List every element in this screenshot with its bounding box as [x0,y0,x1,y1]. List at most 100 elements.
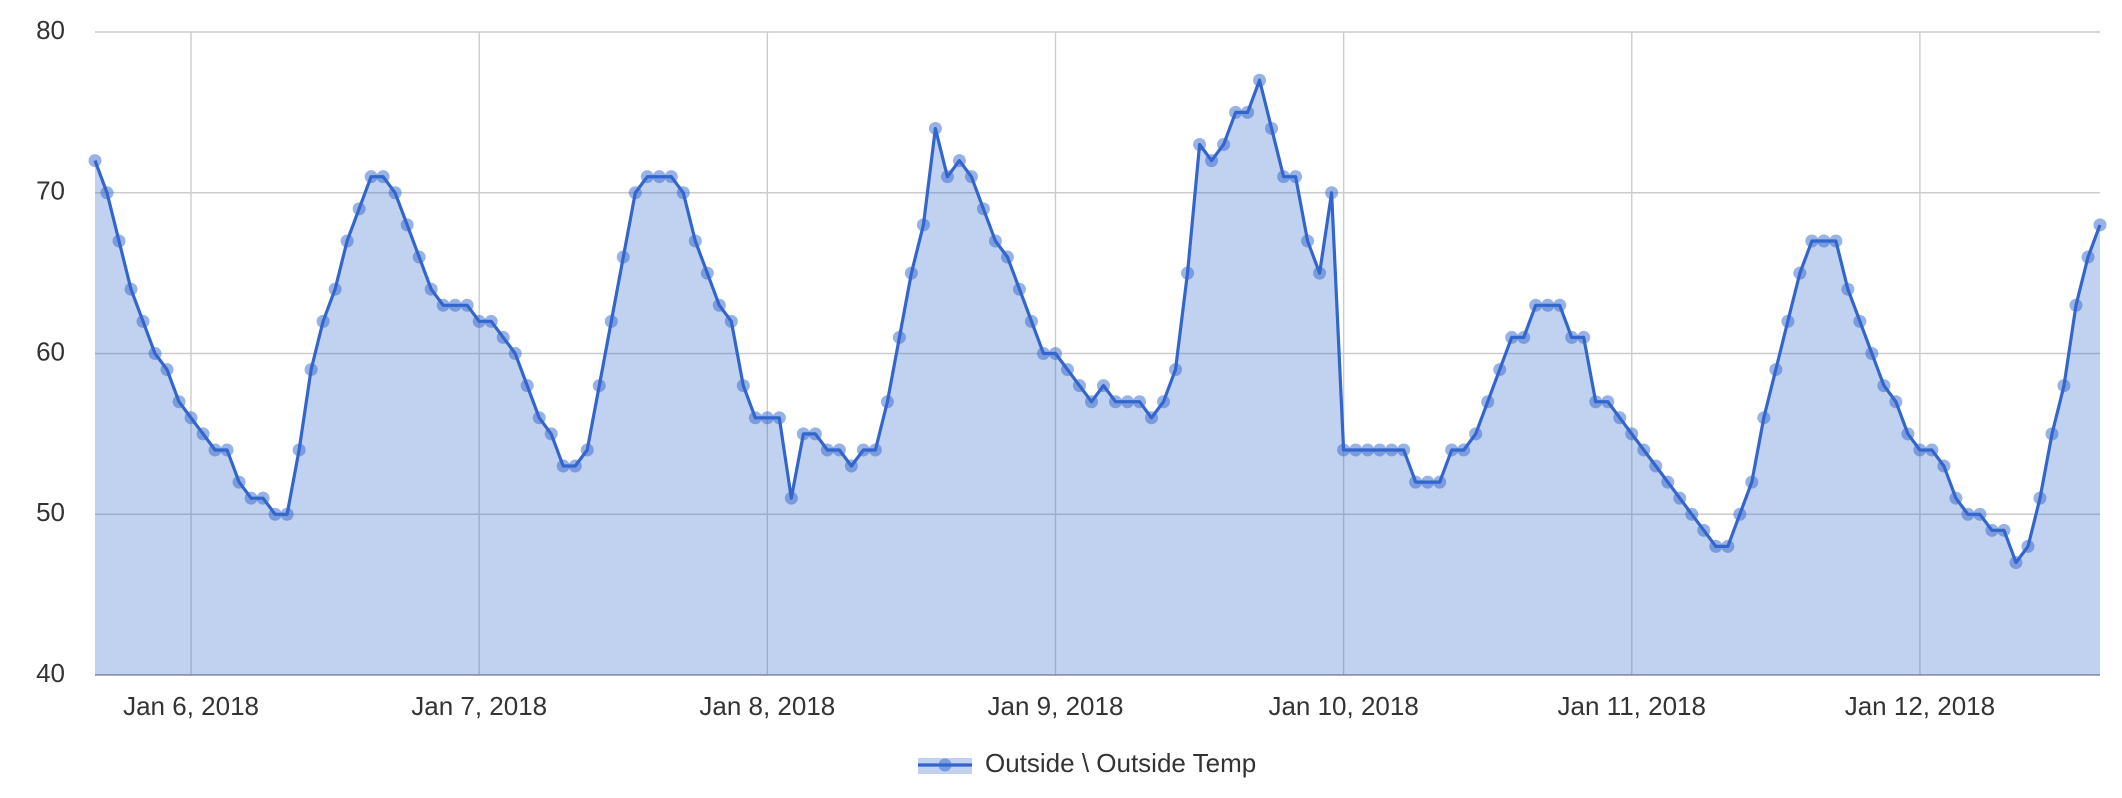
point [568,459,582,473]
point [832,443,846,457]
point [424,282,438,296]
point [292,443,306,457]
point [904,266,918,280]
point [1325,186,1339,200]
point [1060,363,1074,377]
point [1841,282,1855,296]
point [916,218,930,232]
point [1961,507,1975,521]
y-tick-label: 70 [36,176,65,206]
point [688,234,702,248]
point [2057,379,2071,393]
point [1024,314,1038,328]
point [1337,443,1351,457]
point [1805,234,1819,248]
point [676,186,690,200]
point [1097,379,1111,393]
point [520,379,534,393]
point [1469,427,1483,441]
point [1637,443,1651,457]
point [400,218,414,232]
point [1433,475,1447,489]
x-tick-label: Jan 10, 2018 [1268,691,1418,721]
point [1265,121,1279,135]
point [1457,443,1471,457]
point [1937,459,1951,473]
point [1529,298,1543,312]
point [1649,459,1663,473]
point [2069,298,2083,312]
point [1193,138,1207,152]
point [796,427,810,441]
point [1157,395,1171,409]
point [1000,250,1014,264]
point [1601,395,1615,409]
point [208,443,222,457]
point [1997,523,2011,537]
point [952,154,966,168]
point [1084,395,1098,409]
point [412,250,426,264]
point [556,459,570,473]
point [1181,266,1195,280]
point [1481,395,1495,409]
point [988,234,1002,248]
point [592,379,606,393]
point [1277,170,1291,184]
point [1109,395,1123,409]
point [184,411,198,425]
point [940,170,954,184]
point [148,347,162,360]
point [1865,347,1879,360]
point [532,411,546,425]
point [508,347,522,360]
point [112,234,126,248]
legend-point [938,758,952,772]
point [1169,363,1183,377]
point [892,330,906,344]
point [2045,427,2059,441]
point [1949,491,1963,505]
point [2021,539,2035,553]
point [1445,443,1459,457]
point [352,202,366,216]
point [1793,266,1807,280]
point [1757,411,1771,425]
point [808,427,822,441]
point [1625,427,1639,441]
point [1241,105,1255,119]
point [364,170,378,184]
point [1709,539,1723,553]
point [604,314,618,328]
point [256,491,270,505]
point [388,186,402,200]
point [376,170,390,184]
point [1121,395,1135,409]
point [1517,330,1531,344]
point [2093,218,2107,232]
point [640,170,654,184]
point [1877,379,1891,393]
point [1553,298,1567,312]
point [304,363,318,377]
point [460,298,474,312]
point [1685,507,1699,521]
point [1421,475,1435,489]
point [1229,105,1243,119]
point [124,282,138,296]
x-tick-label: Jan 7, 2018 [411,691,547,721]
point [1913,443,1927,457]
point [1673,491,1687,505]
point [2081,250,2095,264]
legend-label: Outside \ Outside Temp [985,748,1256,778]
point [736,379,750,393]
area [95,80,2100,675]
y-tick-label: 50 [36,497,65,527]
point [544,427,558,441]
point [1565,330,1579,344]
point [1493,363,1507,377]
point [664,170,678,184]
point [448,298,462,312]
